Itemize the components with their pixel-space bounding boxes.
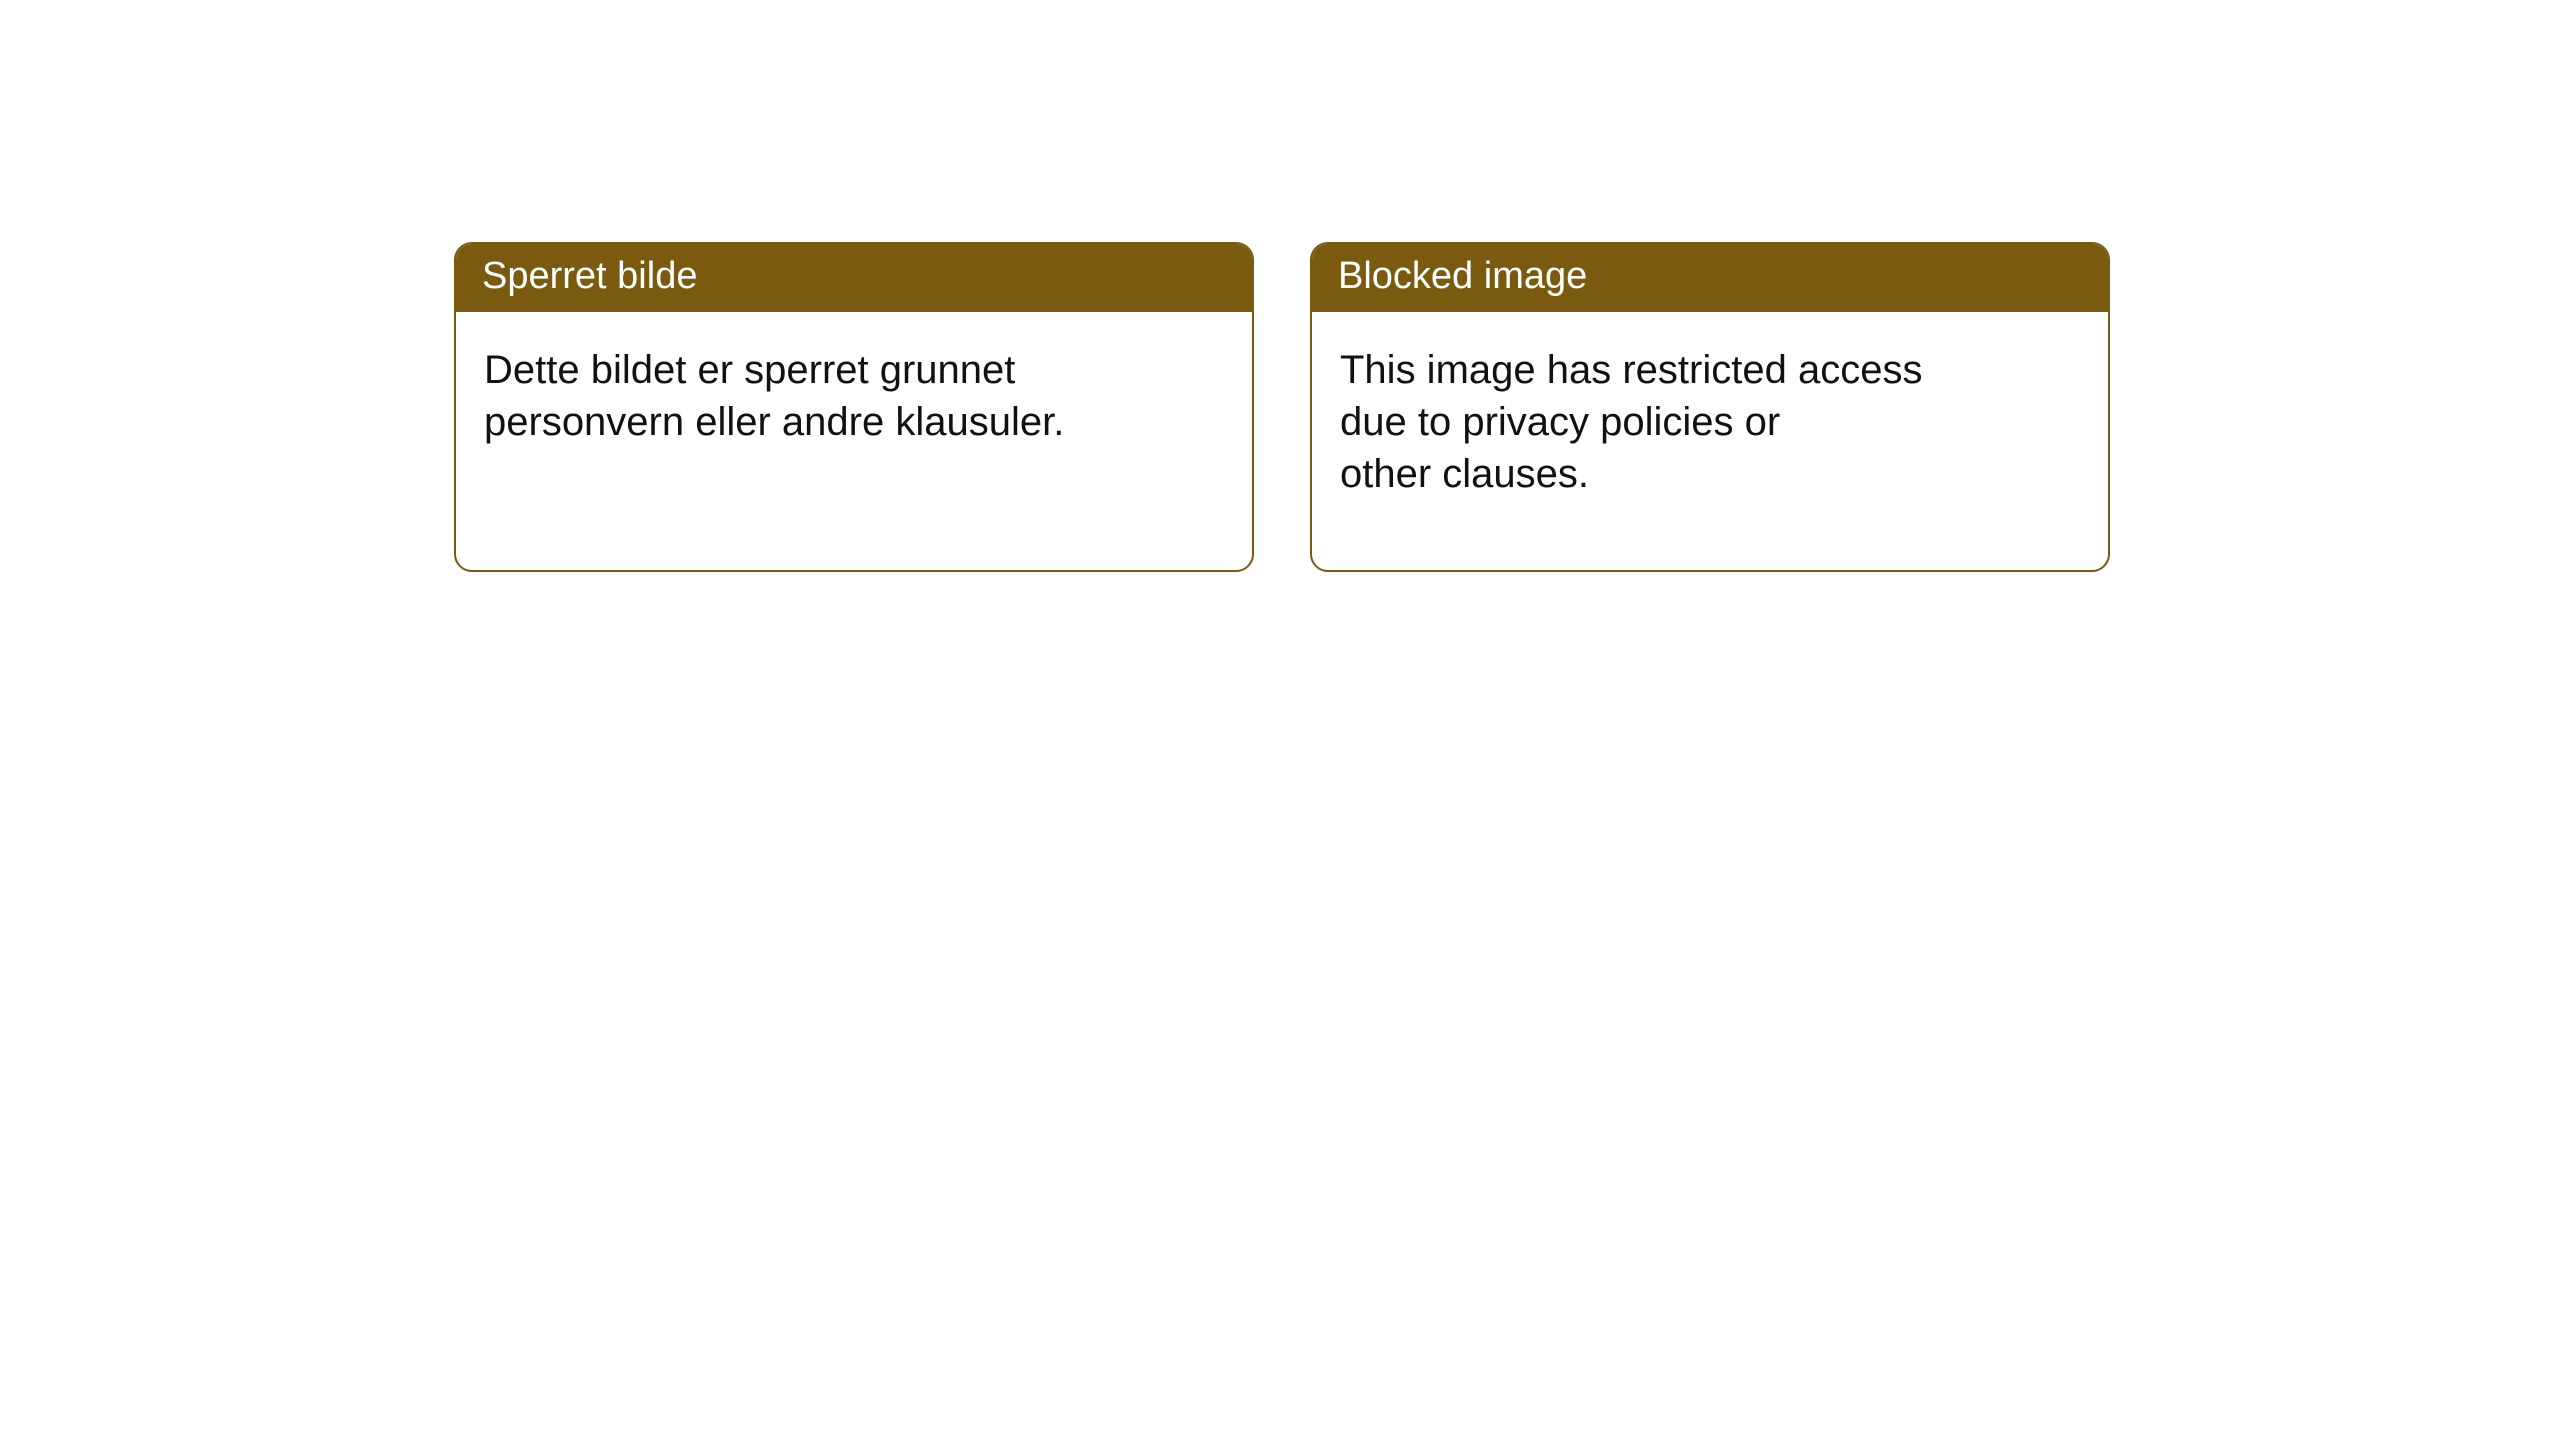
notice-card-english: Blocked image This image has restricted … <box>1310 242 2110 572</box>
notice-header-english: Blocked image <box>1312 244 2108 312</box>
notice-header-norwegian: Sperret bilde <box>456 244 1252 312</box>
notice-body-norwegian: Dette bildet er sperret grunnet personve… <box>456 312 1252 480</box>
notice-card-norwegian: Sperret bilde Dette bildet er sperret gr… <box>454 242 1254 572</box>
notice-body-english: This image has restricted access due to … <box>1312 312 2108 532</box>
notice-cards-container: Sperret bilde Dette bildet er sperret gr… <box>454 242 2110 572</box>
